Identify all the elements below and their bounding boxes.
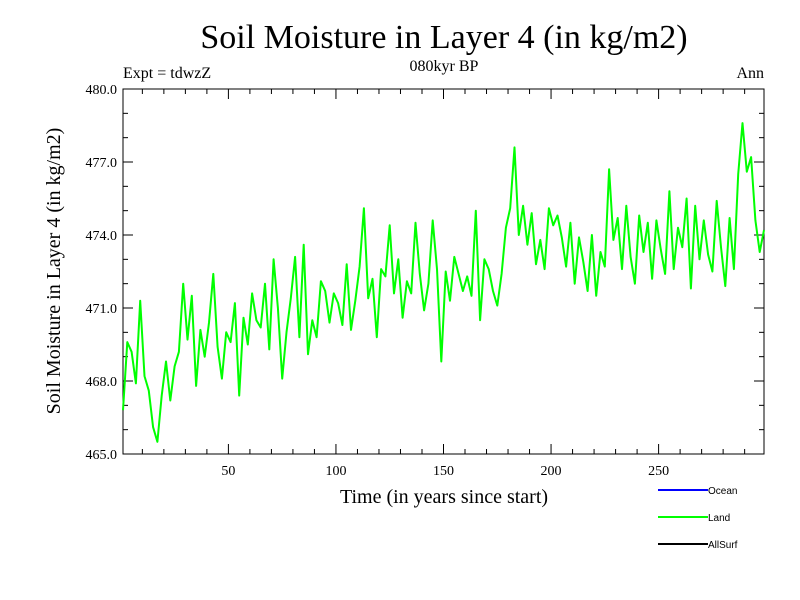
x-axis: 50 100 150 200 250	[141, 89, 746, 479]
y-tick-label: 471.0	[86, 302, 118, 317]
x-axis-label: Time (in years since start)	[340, 486, 548, 508]
legend: Ocean Land AllSurf	[658, 486, 738, 551]
x-tick-label: 100	[325, 464, 346, 479]
y-axis-label: Soil Moisture in Layer 4 (in kg/m2)	[43, 128, 65, 415]
plot-area	[122, 88, 765, 455]
chart-title: Soil Moisture in Layer 4 (in kg/m2)	[200, 19, 687, 56]
legend-label-allsurf: AllSurf	[708, 540, 738, 551]
legend-label-land: Land	[708, 513, 730, 524]
series-layer	[122, 122, 765, 443]
season-label: Ann	[736, 65, 764, 82]
y-tick-label: 474.0	[86, 229, 118, 244]
chart-subtitle: 080kyr BP	[410, 58, 479, 75]
x-tick-label: 150	[433, 464, 454, 479]
y-tick-label: 465.0	[86, 448, 118, 463]
y-tick-label: 477.0	[86, 156, 118, 171]
x-tick-label: 200	[541, 464, 562, 479]
x-tick-label: 50	[221, 464, 235, 479]
x-tick-label: 250	[648, 464, 669, 479]
experiment-label: Expt = tdwzZ	[123, 65, 211, 82]
y-tick-label: 480.0	[86, 83, 118, 98]
y-tick-label: 468.0	[86, 375, 118, 390]
series-line-land	[122, 122, 765, 443]
legend-label-ocean: Ocean	[708, 486, 737, 497]
y-axis: 465.0 468.0 471.0 474.0 477.0 480.0	[86, 83, 764, 463]
